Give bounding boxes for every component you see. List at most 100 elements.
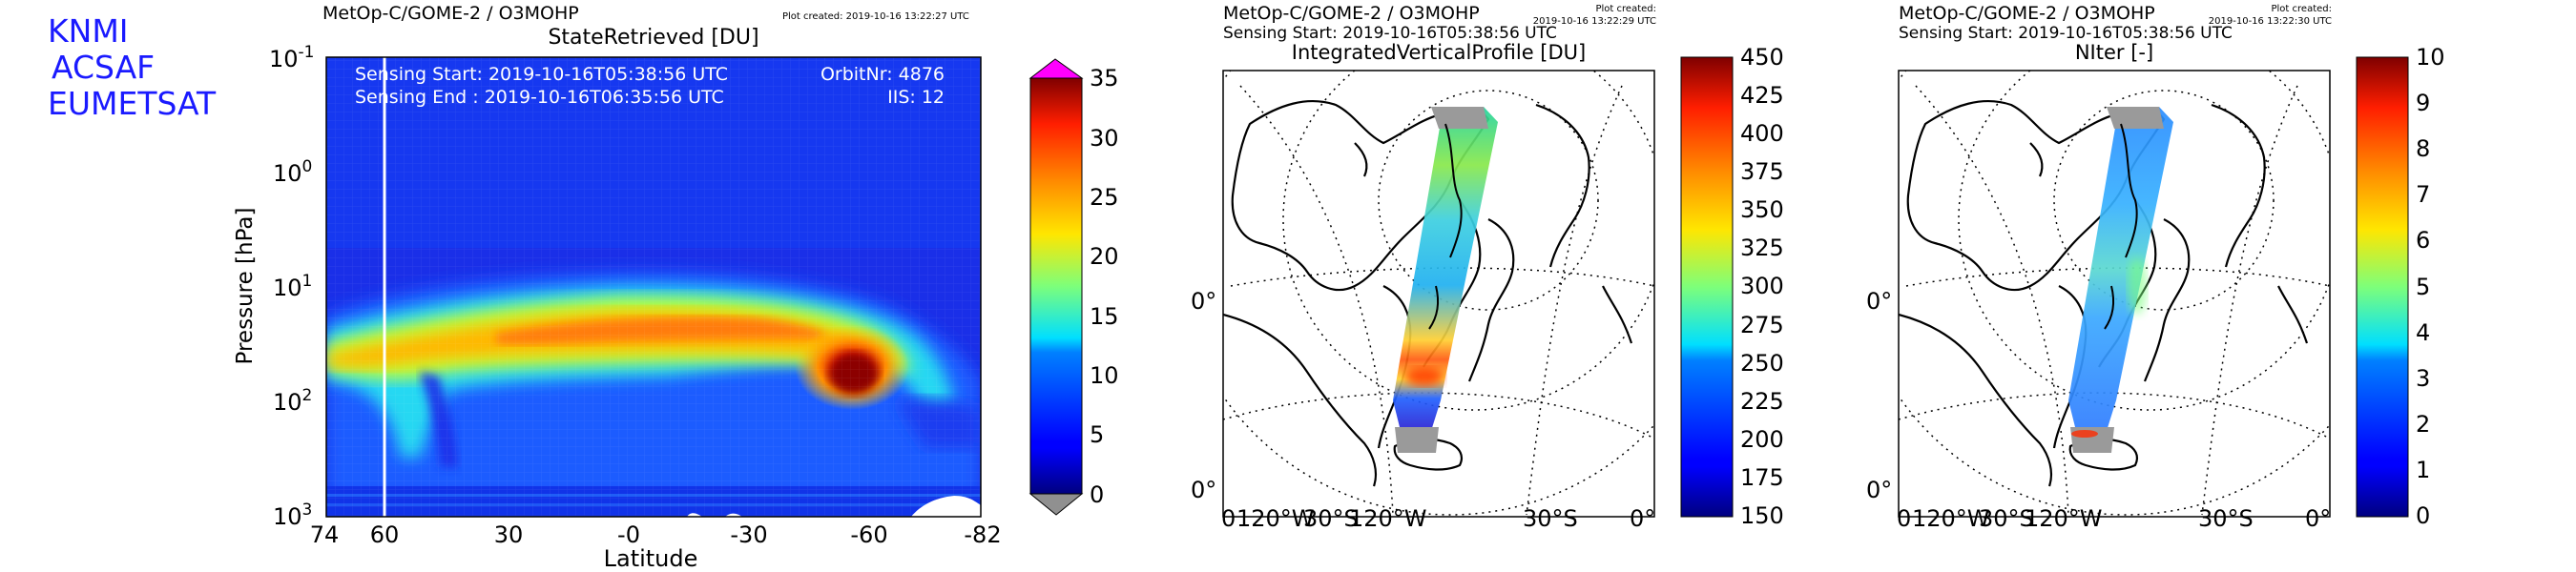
- cb2-tick-400: 400: [1740, 120, 1784, 147]
- map1-panel: MetOp-C/GOME-2 / O3MOHP Sensing Start: 2…: [1191, 3, 1784, 532]
- map1-header: MetOp-C/GOME-2 / O3MOHP: [1223, 3, 1480, 24]
- map2-lat-bottom: 0°: [1866, 477, 1892, 503]
- svg-text:101: 101: [273, 272, 312, 301]
- map2-title: NIter [-]: [2075, 41, 2153, 64]
- profile-header: MetOp-C/GOME-2 / O3MOHP: [322, 3, 579, 24]
- cb1-tick-15: 15: [1090, 303, 1119, 330]
- cb2-tick-175: 175: [1740, 464, 1784, 491]
- map1-sensing: Sensing Start: 2019-10-16T05:38:56 UTC: [1223, 24, 1557, 43]
- cb2-tick-250: 250: [1740, 350, 1784, 377]
- x-tick-74: 74: [310, 521, 340, 548]
- cb2-tick-275: 275: [1740, 312, 1784, 338]
- organization-credits: KNMI ACSAF EUMETSAT: [48, 13, 216, 122]
- map2-lat-mid: 0°: [1866, 288, 1892, 315]
- profile-plot-created: Plot created: 2019-10-16 13:22:27 UTC: [782, 11, 969, 22]
- map2-bottom-30s-b: 30°S: [2198, 505, 2254, 532]
- cb3-tick-1: 1: [2416, 457, 2430, 483]
- cb2-tick-350: 350: [1740, 196, 1784, 223]
- map2-header: MetOp-C/GOME-2 / O3MOHP: [1899, 3, 2155, 24]
- x-tick-m60: -60: [850, 521, 887, 548]
- map1-bottom-30s-a: 30°S: [1303, 505, 1359, 532]
- y-tick-1e-1: 10-1: [269, 43, 315, 72]
- y-tick-1e3: 103: [273, 500, 312, 530]
- map1-plot-created-2: 2019-10-16 13:22:29 UTC: [1533, 16, 1656, 27]
- svg-text:10-1: 10-1: [269, 43, 315, 72]
- org-knmi: KNMI: [48, 12, 129, 50]
- cb3-tick-8: 8: [2416, 135, 2430, 162]
- map1-bottom-120w-b: 120°W: [1349, 505, 1427, 532]
- profile-heatmap: [326, 57, 981, 517]
- map1-colorbar: 450 425 400 375 350 325 300 275 250 225 …: [1680, 44, 1784, 529]
- map2-colorbar: 10 9 8 7 6 5 4 3 2 1 0: [2356, 44, 2445, 529]
- cb2-tick-300: 300: [1740, 273, 1784, 299]
- map2-panel: MetOp-C/GOME-2 / O3MOHP Sensing Start: 2…: [1866, 3, 2445, 532]
- profile-x-ticks: 74 60 30 -0 -30 -60 -82: [310, 521, 1002, 548]
- cb3-tick-4: 4: [2416, 319, 2430, 346]
- cb1-tick-5: 5: [1090, 421, 1104, 448]
- map1-title: IntegratedVerticalProfile [DU]: [1292, 41, 1586, 64]
- cb1-tick-35: 35: [1090, 65, 1119, 92]
- map1-bottom-120w-a: 120°W: [1236, 505, 1315, 532]
- map1-lat-bottom: 0°: [1191, 477, 1216, 503]
- cb1-tick-20: 20: [1090, 243, 1119, 270]
- map1-globe: [1223, 71, 1654, 517]
- profile-sensing-start: Sensing Start: 2019-10-16T05:38:56 UTC: [355, 64, 728, 85]
- map1-lat-mid: 0°: [1191, 288, 1216, 315]
- cb1-tick-25: 25: [1090, 184, 1119, 211]
- cb2-tick-375: 375: [1740, 158, 1784, 185]
- y-tick-1e2: 102: [273, 386, 312, 416]
- cb2-tick-200: 200: [1740, 426, 1784, 453]
- map2-sensing: Sensing Start: 2019-10-16T05:38:56 UTC: [1899, 24, 2233, 43]
- org-acsaf: ACSAF: [52, 49, 156, 86]
- cb3-tick-6: 6: [2416, 227, 2430, 254]
- cb1-tick-30: 30: [1090, 125, 1119, 152]
- svg-text:103: 103: [273, 500, 312, 530]
- profile-y-ticks: 10-1 100 101 102 103: [269, 43, 315, 530]
- cb3-tick-3: 3: [2416, 365, 2430, 392]
- svg-text:100: 100: [273, 157, 312, 187]
- cb2-tick-425: 425: [1740, 82, 1784, 109]
- x-tick-0: -0: [617, 521, 640, 548]
- map1-bottom-30s-b: 30°S: [1523, 505, 1578, 532]
- cb3-tick-7: 7: [2416, 181, 2430, 208]
- profile-sensing-end: Sensing End : 2019-10-16T06:35:56 UTC: [355, 87, 724, 108]
- map2-bottom-120w-b: 120°W: [2025, 505, 2103, 532]
- cb1-tick-10: 10: [1090, 362, 1119, 389]
- map2-bottom-120w-a: 120°W: [1912, 505, 1990, 532]
- cb3-tick-2: 2: [2416, 411, 2430, 438]
- map2-plot-created-1: Plot created:: [2272, 4, 2333, 14]
- svg-text:102: 102: [273, 386, 312, 416]
- map1-swath: [1393, 107, 1498, 453]
- x-tick-60: 60: [370, 521, 400, 548]
- map2-bottom-30s-a: 30°S: [1979, 505, 2034, 532]
- cb2-tick-325: 325: [1740, 235, 1784, 261]
- cb2-tick-225: 225: [1740, 388, 1784, 415]
- map2-bottom-0deg: 0°: [2305, 505, 2331, 532]
- cb1-tick-0: 0: [1090, 481, 1104, 508]
- map1-bottom-0: 0: [1221, 505, 1236, 532]
- profile-orbit: OrbitNr: 4876: [821, 64, 945, 85]
- x-tick-m82: -82: [964, 521, 1001, 548]
- cb3-tick-0: 0: [2416, 502, 2430, 529]
- cb3-tick-9: 9: [2416, 90, 2430, 116]
- cb2-tick-150: 150: [1740, 502, 1784, 529]
- cb3-tick-5: 5: [2416, 274, 2430, 300]
- map2-bottom-0: 0: [1897, 505, 1911, 532]
- map2-globe: [1899, 71, 2330, 517]
- y-tick-1e0: 100: [273, 157, 312, 187]
- x-tick-30: 30: [494, 521, 524, 548]
- map1-bottom-0deg: 0°: [1630, 505, 1655, 532]
- profile-xlabel: Latitude: [604, 545, 698, 572]
- x-tick-m30: -30: [730, 521, 767, 548]
- profile-panel: MetOp-C/GOME-2 / O3MOHP Plot created: 20…: [233, 3, 1119, 572]
- cb3-tick-10: 10: [2416, 44, 2445, 71]
- profile-colorbar: 35 30 25 20 15 10 5 0: [1028, 58, 1119, 516]
- profile-title: StateRetrieved [DU]: [548, 26, 758, 50]
- map1-plot-created-1: Plot created:: [1596, 4, 1657, 14]
- map2-plot-created-2: 2019-10-16 13:22:30 UTC: [2209, 16, 2332, 27]
- profile-iis: IIS: 12: [887, 87, 945, 108]
- org-eumetsat: EUMETSAT: [48, 85, 217, 122]
- y-tick-1e1: 101: [273, 272, 312, 301]
- cb2-tick-450: 450: [1740, 44, 1784, 71]
